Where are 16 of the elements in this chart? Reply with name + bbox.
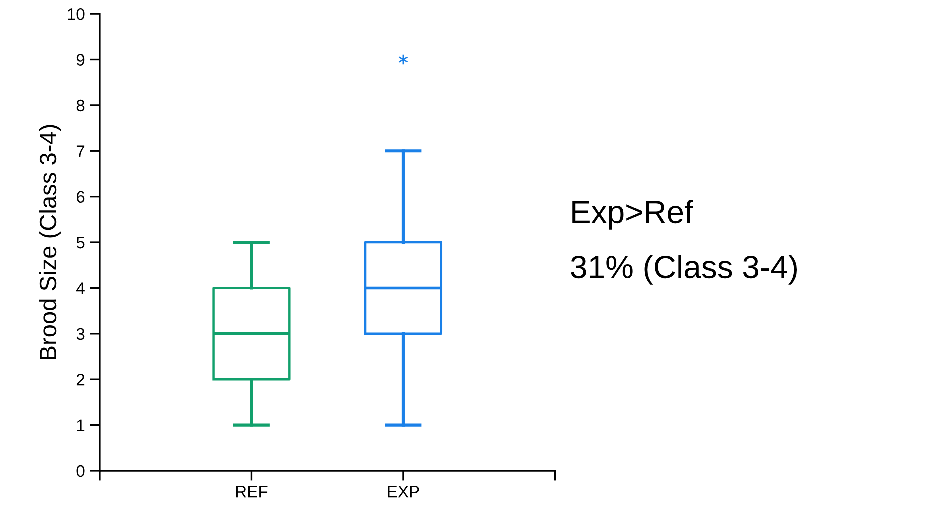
y-tick-label: 5 (76, 237, 85, 249)
y-tick-label: 8 (76, 100, 85, 112)
y-tick-label: 9 (76, 54, 85, 66)
y-tick-label: 3 (76, 328, 85, 340)
y-tick-label: 6 (76, 191, 85, 204)
y-tick-label: 10 (68, 8, 85, 20)
y-tick-label: 2 (76, 374, 85, 386)
y-tick-label: 4 (76, 282, 85, 294)
y-tick-label: 7 (76, 146, 85, 158)
text: Exp>Ref (572, 200, 694, 230)
y-tick-label: 1 (77, 420, 85, 432)
x-tick-label: EXP (388, 486, 420, 498)
x-tick-label: REF (236, 486, 268, 498)
y-tick-label: 0 (76, 465, 85, 478)
text: 31% (Class 3-4) (571, 255, 798, 285)
y-axis-title: Brood Size (Class 3-4) (39, 125, 62, 360)
